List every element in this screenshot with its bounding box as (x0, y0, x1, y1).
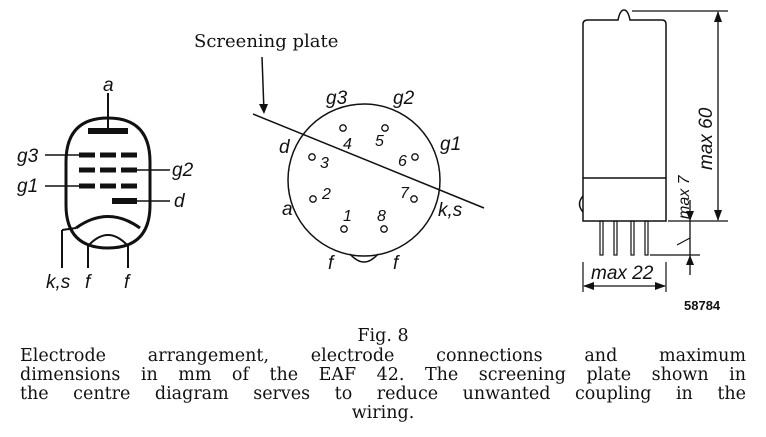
ks-lead (61, 227, 77, 231)
electrode-arrangement-diagram: a g3 g2 g1 d k,s f f (17, 75, 194, 293)
screening-plate-title: Screening plate (194, 31, 338, 52)
electrode-f2: f (393, 253, 400, 274)
pin-arrow-bottom (686, 255, 694, 265)
pin-hole-4 (339, 124, 347, 132)
g3-label: g3 (17, 146, 39, 167)
drawing-code: 58784 (684, 298, 721, 313)
pin-hole-7 (410, 195, 418, 203)
g2-label: g2 (172, 160, 194, 181)
pin-number-8: 8 (377, 208, 386, 225)
ks-label: k,s (46, 272, 71, 293)
electrode-g2: g2 (393, 88, 415, 109)
width-arrow-left (583, 282, 594, 290)
electrode-f1: f (328, 253, 335, 274)
anode-label: a (103, 75, 114, 96)
f2-label: f (124, 272, 131, 293)
pin-number-7: 7 (400, 185, 410, 202)
pin-hole-3 (308, 153, 316, 161)
height-dimension-label: max 60 (696, 107, 717, 170)
caption-line-4: wiring. (351, 403, 415, 423)
electrode-ks: k,s (438, 200, 463, 221)
caption-line-3: the centre diagram serves to reduce unwa… (20, 384, 746, 404)
pin-hole-2 (309, 195, 317, 203)
dimensions-diagram: max 60 max 7 max 22 58784 (578, 9, 728, 313)
pin-hole-6 (411, 153, 419, 161)
screening-plate-line (252, 113, 485, 209)
exhaust-tip (349, 253, 379, 263)
pin-hole-5 (381, 124, 389, 132)
caption-line-2: dimensions in mm of the EAF 42. The scre… (20, 365, 746, 385)
pin-number-6: 6 (398, 153, 407, 170)
diode-label: d (174, 191, 186, 212)
pin-number-4: 4 (343, 136, 352, 153)
pin-hole-1 (340, 225, 348, 233)
caption-line-1: Electrode arrangement, electrode connect… (20, 346, 746, 366)
pin-arrow-top (686, 211, 694, 221)
electrode-g3: g3 (326, 88, 348, 109)
base-key (578, 195, 584, 213)
pin-number-1: 1 (343, 208, 352, 225)
filament-loop (87, 234, 129, 262)
base-connections-diagram: Screening plate 4 5 3 6 2 7 1 8 g3 g2 g1… (194, 31, 485, 274)
height-arrow-bottom (714, 210, 722, 221)
pin-holes (308, 124, 419, 233)
cathode-arc (75, 215, 141, 230)
tube-pins (599, 220, 649, 256)
f1-label: f (85, 272, 92, 293)
pin-number-3: 3 (320, 155, 329, 172)
electrode-d: d (279, 137, 291, 158)
figure-number: Fig. 8 (357, 326, 409, 346)
figure-caption: Fig. 8 Electrode arrangement, electrode … (20, 327, 746, 423)
tube-base (582, 177, 667, 222)
base-outline (287, 103, 441, 257)
tube-bulb-outline (582, 9, 667, 178)
tube-envelope (64, 116, 152, 250)
pin-hole-8 (380, 225, 388, 233)
pin-number-2: 2 (321, 186, 331, 203)
pin-dimension-label: max 7 (676, 174, 693, 219)
width-dimension-label: max 22 (591, 263, 654, 284)
electrode-g1: g1 (440, 134, 461, 155)
screening-plate-pointer (261, 56, 265, 113)
electrode-a: a (282, 199, 293, 220)
pin-dimension-leader (676, 237, 691, 246)
pointer-arrowhead (259, 104, 268, 114)
height-arrow-top (714, 11, 722, 22)
width-arrow-right (655, 282, 666, 290)
g1-label: g1 (17, 176, 38, 197)
pin-number-5: 5 (375, 133, 384, 150)
